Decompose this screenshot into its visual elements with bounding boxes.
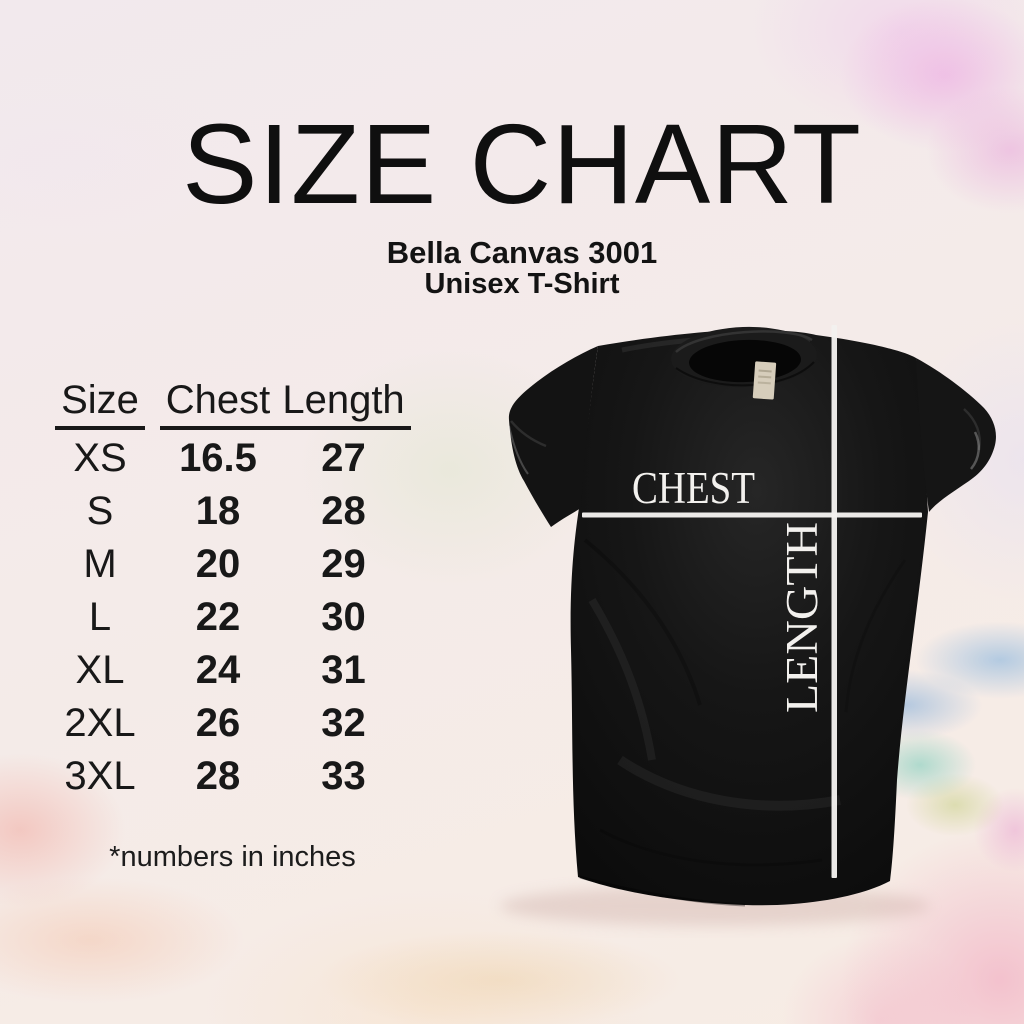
collar-seam [675,361,815,387]
chest-cell: 22 [195,595,241,639]
size-cell: 3XL [64,754,136,798]
units-note: *numbers in inches [109,841,356,873]
tshirt-right-sleeve [916,358,996,512]
chest-label: CHEST [632,463,755,513]
column-header-length: Length [276,370,411,432]
left-cuff-highlight [508,425,529,475]
length-cell: 32 [321,701,366,745]
size-cell: M [83,542,117,586]
size-cell: S [86,489,114,533]
length-label: LENGTH [777,522,827,713]
chest-cell: 20 [195,542,241,586]
size-cell: XS [73,436,127,480]
column-header-size: Size [40,370,160,432]
chest-cell: 26 [195,701,241,745]
tshirt-left-sleeve [508,346,598,527]
neck-tag [752,361,777,400]
length-cell: 27 [321,436,366,480]
chest-cell: 18 [195,489,241,533]
length-measure-line [831,325,837,878]
size-table: Size Chest Length XS 16.5 27 S 18 28 M 2… [40,370,411,803]
collar-rim-highlight [675,330,813,353]
right-cuff-fold [963,408,981,451]
length-cell: 28 [321,489,366,533]
length-cell: 30 [321,595,366,639]
size-cell: 2XL [64,701,136,745]
brand-subtitle: Bella Canvas 3001 [386,235,658,270]
chest-cell: 28 [195,754,241,798]
chest-measure-line [582,512,922,518]
column-header-chest-label: Chest [159,378,277,430]
tshirt-diagram: CHEST LENGTH [500,325,996,926]
tshirt-body [570,330,928,906]
size-cell: XL [75,648,125,692]
column-header-length-label: Length [276,378,411,430]
column-header-size-label: Size [55,378,145,430]
column-header-chest: Chest [159,370,277,432]
chest-cell: 16.5 [179,436,257,480]
product-subtitle: Unisex T-Shirt [424,268,620,300]
page-title: SIZE CHART [182,101,862,227]
chest-cell: 24 [195,648,241,692]
length-cell: 29 [321,542,366,586]
length-cell: 31 [321,648,366,692]
left-cuff-fold [510,420,547,448]
right-cuff-highlight [970,431,980,470]
size-cell: L [88,595,112,639]
length-cell: 33 [321,754,366,798]
